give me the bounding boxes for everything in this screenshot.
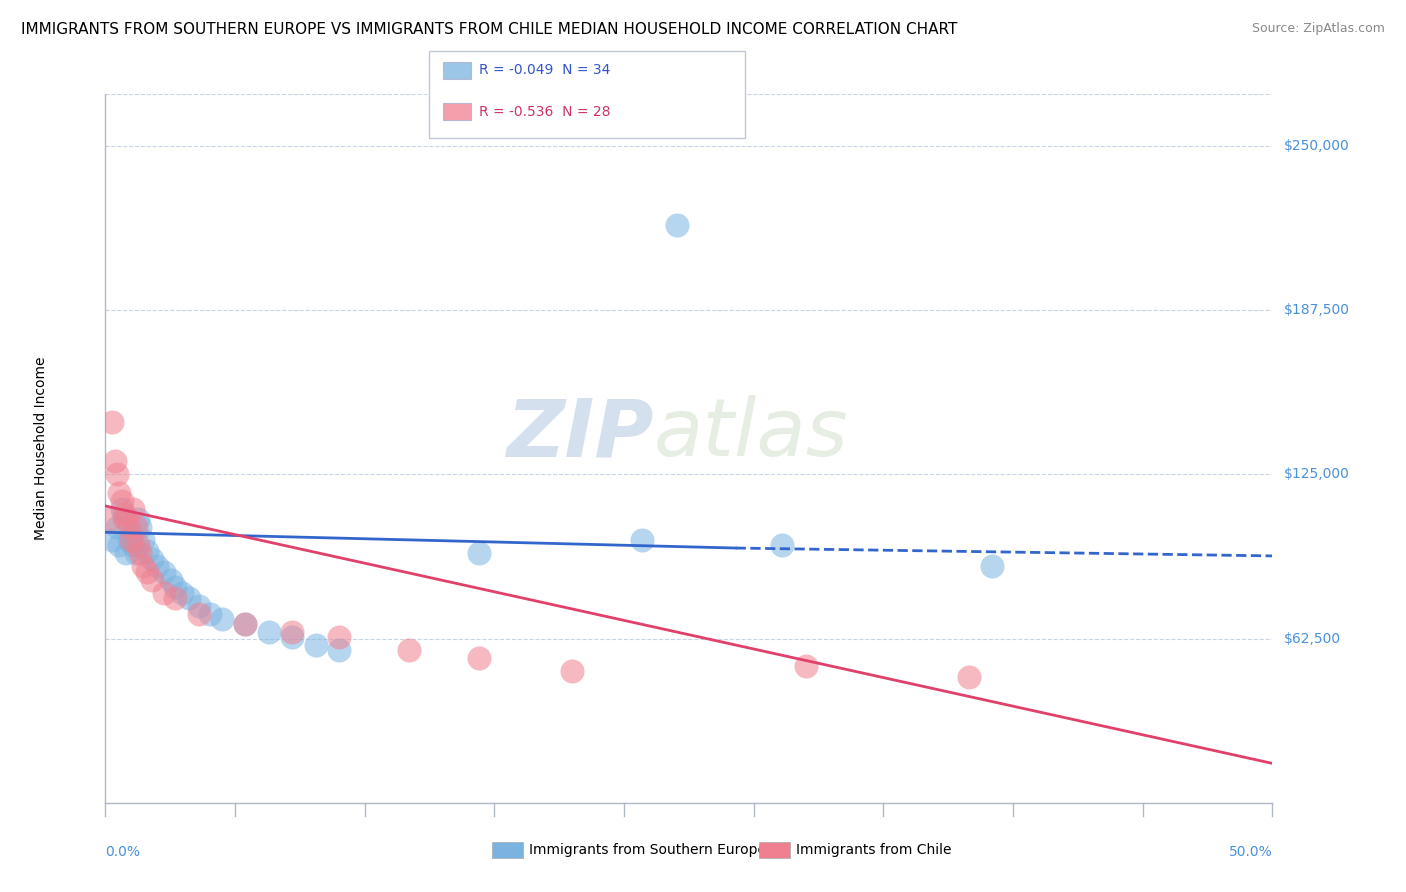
Point bbox=[112, 512, 135, 526]
Point bbox=[132, 533, 155, 548]
Point bbox=[257, 625, 280, 640]
Point bbox=[125, 520, 148, 534]
Text: $187,500: $187,500 bbox=[1284, 303, 1350, 318]
Point bbox=[957, 670, 980, 684]
Text: $62,500: $62,500 bbox=[1284, 632, 1341, 646]
Point bbox=[101, 415, 124, 429]
Text: R = -0.049  N = 34: R = -0.049 N = 34 bbox=[479, 63, 610, 78]
Point bbox=[281, 625, 304, 640]
Point bbox=[122, 538, 145, 552]
Point bbox=[108, 486, 131, 500]
Point bbox=[172, 585, 194, 599]
Text: Median Household Income: Median Household Income bbox=[34, 357, 48, 540]
Point bbox=[118, 533, 141, 548]
Point bbox=[179, 591, 201, 605]
Text: $125,000: $125,000 bbox=[1284, 467, 1350, 482]
Point bbox=[794, 659, 817, 673]
Point bbox=[112, 507, 135, 521]
Point bbox=[127, 538, 149, 552]
Point bbox=[111, 501, 134, 516]
Point bbox=[118, 520, 141, 534]
Point bbox=[105, 467, 128, 482]
Point bbox=[136, 543, 159, 558]
Text: ZIP: ZIP bbox=[506, 395, 654, 473]
Point bbox=[141, 551, 163, 566]
Point bbox=[98, 512, 121, 526]
Text: atlas: atlas bbox=[654, 395, 849, 473]
Point bbox=[129, 520, 152, 534]
Point bbox=[468, 651, 491, 665]
Point bbox=[165, 581, 187, 595]
Point bbox=[235, 617, 257, 632]
Point bbox=[666, 218, 689, 232]
Point bbox=[136, 565, 159, 579]
Point bbox=[146, 559, 169, 574]
Point bbox=[187, 607, 209, 621]
Point bbox=[328, 643, 350, 657]
Point bbox=[981, 559, 1004, 574]
Point bbox=[111, 493, 134, 508]
Text: 50.0%: 50.0% bbox=[1229, 846, 1272, 859]
Point bbox=[127, 512, 149, 526]
Point bbox=[211, 612, 233, 626]
Text: $250,000: $250,000 bbox=[1284, 139, 1350, 153]
Text: Source: ZipAtlas.com: Source: ZipAtlas.com bbox=[1251, 22, 1385, 36]
Point bbox=[120, 533, 142, 548]
Point bbox=[101, 533, 124, 548]
Text: 0.0%: 0.0% bbox=[105, 846, 141, 859]
Point bbox=[129, 546, 152, 560]
Point bbox=[187, 599, 209, 613]
Point bbox=[132, 559, 155, 574]
Text: Immigrants from Chile: Immigrants from Chile bbox=[796, 843, 952, 857]
Point bbox=[304, 638, 326, 652]
Text: IMMIGRANTS FROM SOUTHERN EUROPE VS IMMIGRANTS FROM CHILE MEDIAN HOUSEHOLD INCOME: IMMIGRANTS FROM SOUTHERN EUROPE VS IMMIG… bbox=[21, 22, 957, 37]
Point bbox=[153, 585, 174, 599]
Point bbox=[235, 617, 257, 632]
Point bbox=[105, 520, 128, 534]
Point bbox=[104, 454, 127, 468]
Point bbox=[165, 591, 187, 605]
Point bbox=[468, 546, 491, 560]
Point bbox=[398, 643, 420, 657]
Point bbox=[153, 565, 174, 579]
Point bbox=[561, 665, 583, 679]
Point bbox=[631, 533, 654, 548]
Point bbox=[108, 538, 131, 552]
Point bbox=[141, 573, 163, 587]
Point bbox=[159, 573, 181, 587]
Point bbox=[122, 501, 145, 516]
Point bbox=[115, 546, 138, 560]
Text: Immigrants from Southern Europe: Immigrants from Southern Europe bbox=[529, 843, 766, 857]
Point bbox=[770, 538, 793, 552]
Point bbox=[115, 512, 138, 526]
Point bbox=[120, 528, 142, 542]
Point bbox=[281, 630, 304, 644]
Point bbox=[328, 630, 350, 644]
Text: R = -0.536  N = 28: R = -0.536 N = 28 bbox=[479, 104, 612, 119]
Point bbox=[125, 546, 148, 560]
Point bbox=[200, 607, 222, 621]
